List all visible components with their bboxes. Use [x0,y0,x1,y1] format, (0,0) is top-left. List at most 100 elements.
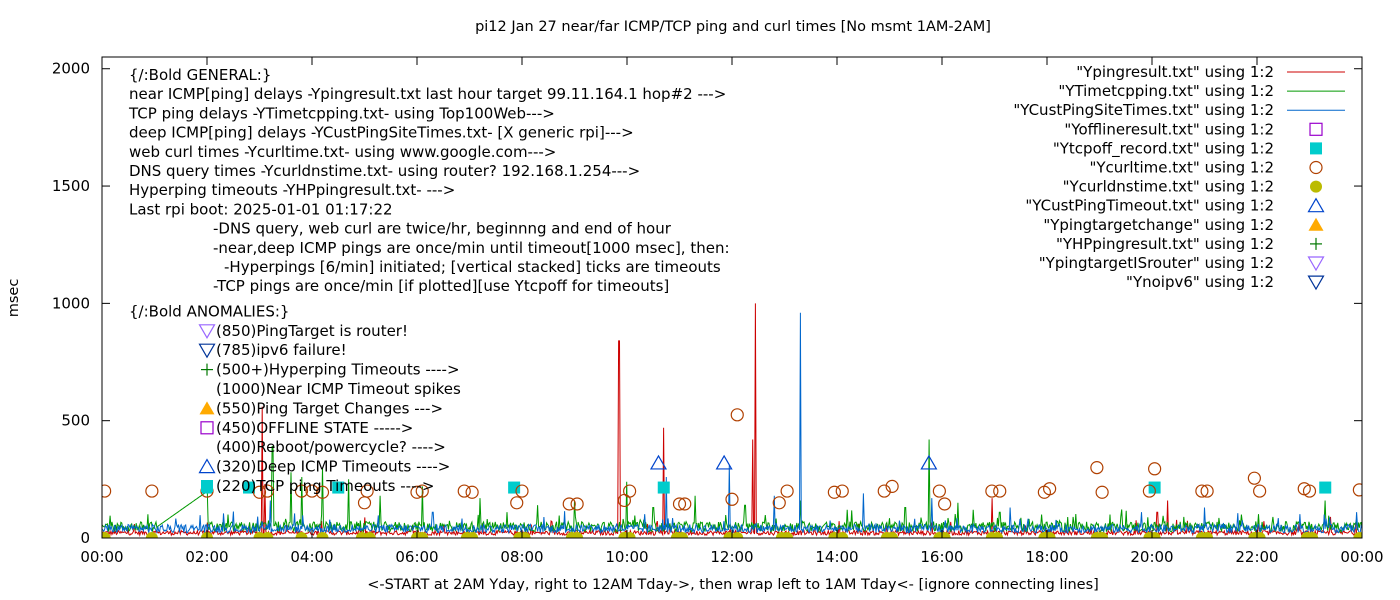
annotation-general-line: Last rpi boot: 2025-01-01 01:17:22 [129,200,393,218]
series-6-point-33 [985,484,999,498]
series-6-point-28 [835,484,849,498]
legend-entry-label: "Yofflineresult.txt" using 1:2 [1064,120,1274,138]
annotation-anomaly-line: (850)PingTarget is router! [216,322,408,340]
series-7-point-33 [991,532,1004,538]
x-tick-label: 20:00 [1130,548,1173,566]
axes-layer: 0 500 1000 1500 2000 00:00 02:00 04:00 06:00 08:0… [52,56,1384,566]
legend: "Ypingresult.txt" using 1:2"YTimetcpping… [1013,63,1345,291]
series-6-point-14 [465,485,479,499]
series-6-point-29 [877,484,891,498]
series-7-point-45 [1306,532,1319,538]
series-6-point-40 [1148,462,1162,476]
annotation-general-line: Hyperping timeouts -YHPpingresult.txt- -… [129,181,455,199]
series-6-point-11 [410,485,424,499]
chart-title: pi12 Jan 27 near/far ICMP/TCP ping and c… [475,19,991,35]
x-tick-label: 02:00 [185,548,228,566]
legend-entry-label: "Ynoipv6" using 1:2 [1126,273,1274,291]
series-6-point-44 [1253,484,1267,498]
x-tick-label: 16:00 [920,548,963,566]
legend-entry-label: "YpingtargetISrouter" using 1:2 [1039,254,1274,272]
series-6-point-2 [145,484,159,498]
annotation-general-line: {/:Bold GENERAL:} [129,66,271,84]
series-6-point-32 [938,497,952,511]
anomaly-symbol-5 [199,401,215,415]
anomaly-symbol-1 [198,324,216,340]
series-5-point-2 [243,481,255,494]
annotation-anomaly-line: (1000)Near ICMP Timeout spikes [216,380,461,398]
y-tick-label: 1000 [52,294,90,312]
series-6-point-41 [1195,484,1209,498]
x-tick-label: 00:00 [1340,548,1383,566]
y-tick-label: 500 [61,412,90,430]
x-tick-label: 22:00 [1235,548,1278,566]
annotation-anomaly-line: (550)Ping Target Changes ---> [216,399,443,417]
legend-entry-label: "Ypingresult.txt" using 1:2 [1076,63,1274,81]
legend-symbol-swatch [1307,256,1325,272]
x-tick-label: 08:00 [500,548,543,566]
series-6-point-16 [515,484,529,498]
series-7-point-17 [571,532,584,538]
series-6-point-25 [772,496,786,510]
series-5-point-3 [332,481,345,494]
series-6-point-1 [102,484,112,498]
y-axis-label: msec [6,279,22,318]
anomaly-symbol-8 [198,458,216,474]
y-tick-label: 1500 [52,177,90,195]
anomaly-symbol-2 [198,343,216,359]
series-7-point-7 [316,532,329,538]
series-7-point-2 [145,532,158,538]
series-6-point-15 [510,496,524,510]
series-6-point-26 [780,484,794,498]
series-7-point-1 [102,532,111,538]
series-6-point-46 [1302,484,1317,498]
series-7-point-27 [836,532,849,538]
x-tick-label: 00:00 [80,548,123,566]
annotation-anomalies-title: {/:Bold ANOMALIES:} [129,302,289,320]
annotation-general-line: deep ICMP[ping] delays -YCustPingSiteTim… [129,124,634,142]
series-7-point-41 [1201,532,1214,538]
series-6-point-37 [1090,461,1104,475]
annotation-anomaly-line: (400)Reboot/powercycle? ----> [216,438,446,456]
series-7-point-29 [886,532,899,538]
annotation-note-line: -Hyperpings [6/min] initiated; [vertical… [224,258,721,276]
annotation-anomaly-line: (220)TCP ping Timeouts ----> [216,477,434,495]
series-6-point-38 [1095,485,1109,499]
legend-symbol-swatch [1309,160,1323,175]
series-6-point-17 [562,497,576,511]
series-6-point-34 [993,484,1007,498]
annotation-general-line: near ICMP[ping] delays -Ypingresult.txt … [129,85,726,103]
anomaly-symbol-9 [201,480,213,492]
x-tick-label: 04:00 [290,548,333,566]
series-7-point-13 [466,532,479,538]
annotation-anomaly-line: (500+)Hyperping Timeouts ----> [216,361,460,379]
y-tick-label: 0 [80,529,90,547]
series-6-point-27 [827,485,841,499]
series-6-point-36 [1043,482,1057,496]
annotation-anomaly-line: (785)ipv6 failure! [216,341,347,359]
series-5-point-7 [1319,481,1332,494]
series-7-point-6 [295,532,308,538]
y-tick-label: 2000 [52,60,90,78]
series-7-point-9 [363,532,376,538]
legend-symbol-swatch [1307,197,1325,213]
series-7-point-5 [261,532,274,538]
legend-symbol-swatch [1308,217,1324,231]
series-5-point-5 [657,481,670,494]
series-6-point-21 [672,497,687,511]
legend-symbol-swatch [1310,142,1322,155]
legend-entry-label: "Ycurldnstime.txt" using 1:2 [1063,178,1274,196]
annotation-anomaly-line: (450)OFFLINE STATE -----> [216,419,413,437]
annotation-general-line: DNS query times -Ycurldnstime.txt- using… [129,162,640,180]
series-6-point-9 [357,496,372,510]
series-5-point-4 [508,481,521,494]
series-6-point-6 [294,484,309,498]
series-6-point-13 [457,484,471,498]
series-8-point-2 [715,454,733,470]
x-tick-label: 10:00 [605,548,648,566]
series-6-point-30 [885,479,899,493]
annotation-note-line: -TCP pings are once/min [if plotted][use… [213,277,669,295]
legend-entry-label: "YHPpingresult.txt" using 1:2 [1056,235,1274,253]
series-6-point-12 [415,484,429,498]
annotation-layer: {/:Bold GENERAL:}near ICMP[ping] delays … [128,66,730,495]
